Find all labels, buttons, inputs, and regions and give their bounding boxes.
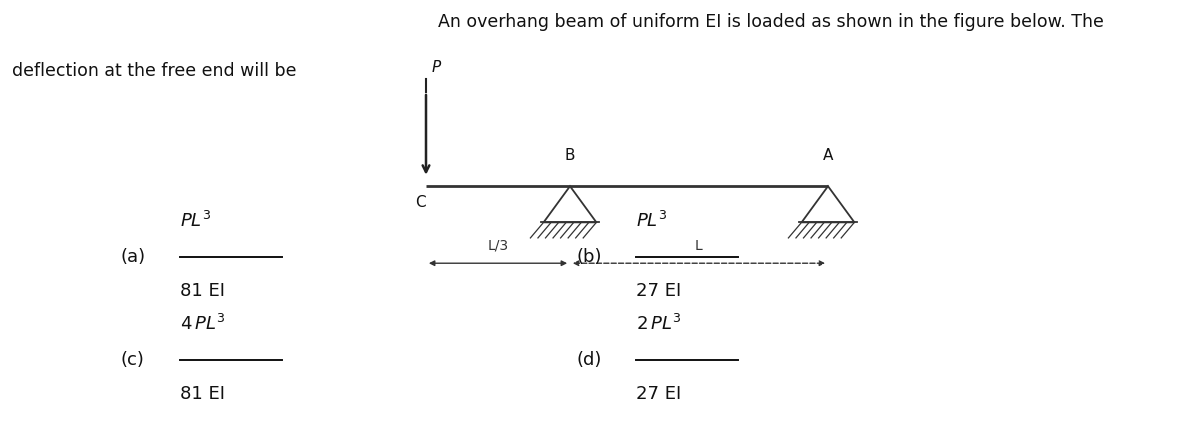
Text: (d): (d) (576, 351, 601, 369)
Text: An overhang beam of uniform EI is loaded as shown in the figure below. The: An overhang beam of uniform EI is loaded… (438, 13, 1104, 31)
Text: B: B (565, 148, 575, 163)
Text: (c): (c) (120, 351, 144, 369)
Text: (b): (b) (576, 248, 601, 266)
Text: P: P (432, 60, 442, 75)
Text: L: L (695, 238, 703, 253)
Text: L/3: L/3 (487, 238, 509, 253)
Text: 27 EI: 27 EI (636, 385, 682, 403)
Text: deflection at the free end will be: deflection at the free end will be (12, 62, 296, 80)
Text: C: C (415, 195, 425, 210)
Text: 81 EI: 81 EI (180, 385, 226, 403)
Text: (a): (a) (120, 248, 145, 266)
Text: $4\,PL^3$: $4\,PL^3$ (180, 314, 226, 334)
Text: 27 EI: 27 EI (636, 282, 682, 300)
Text: $PL^3$: $PL^3$ (636, 211, 667, 231)
Text: 81 EI: 81 EI (180, 282, 226, 300)
Text: $PL^3$: $PL^3$ (180, 211, 211, 231)
Text: A: A (823, 148, 833, 163)
Text: $2\,PL^3$: $2\,PL^3$ (636, 314, 682, 334)
